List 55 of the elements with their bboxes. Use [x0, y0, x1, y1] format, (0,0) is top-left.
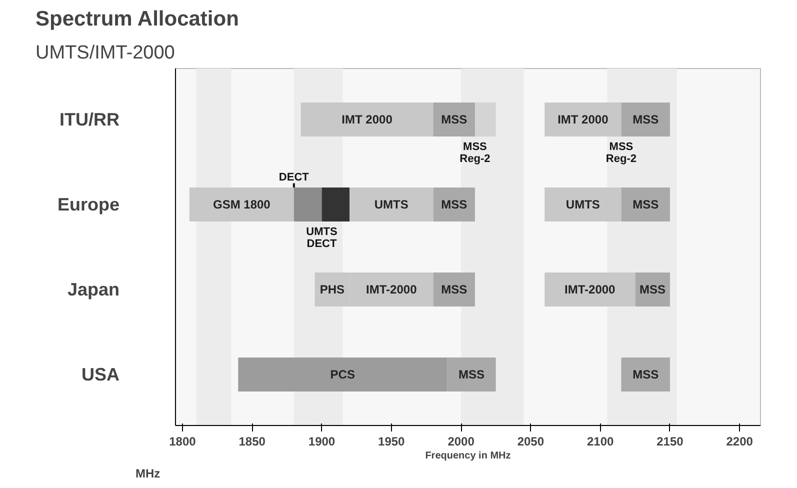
y-tick-label: USA: [81, 364, 120, 384]
text: MSS: [441, 198, 468, 212]
x-tick-label: 1950: [378, 434, 406, 448]
bar: [621, 358, 670, 392]
series-label: MSS: [640, 282, 666, 296]
annotation: UMTS DECT: [306, 226, 338, 250]
bar: [300, 102, 434, 136]
x-axis-title: Frequency in MHz: [425, 450, 511, 462]
y-tick-label: Japan: [67, 280, 120, 300]
bar: [621, 188, 670, 222]
x-tick-label: 2150: [656, 434, 684, 448]
text: MSS: [632, 198, 659, 212]
x-tick-label: 1900: [308, 434, 336, 448]
series-label: IMT 2000: [342, 112, 393, 126]
bar: [189, 188, 294, 222]
bar: [447, 358, 496, 392]
bar: [294, 188, 322, 222]
bar: [544, 102, 622, 136]
series-label: PCS: [330, 368, 355, 382]
chart-subtitle: UMTS/IMT-2000: [36, 42, 175, 64]
bar: [433, 272, 475, 306]
annotation: MSS Reg-2: [606, 140, 636, 165]
bar: [350, 188, 434, 222]
bar: [238, 358, 448, 392]
bar: [621, 102, 670, 136]
annotation: DECT: [278, 171, 310, 184]
bar: [544, 272, 636, 306]
x-tick-label: 1850: [238, 434, 266, 448]
text: MSS: [632, 368, 659, 382]
bar: [544, 188, 622, 222]
series-label: UMTS: [374, 198, 408, 212]
text: MHz: [136, 466, 160, 480]
x-tick-label: 2200: [726, 434, 754, 448]
series-label: IMT-2000: [366, 282, 418, 296]
y-tick-label: Europe: [57, 194, 120, 214]
chart-title: Spectrum Allocation: [36, 8, 239, 30]
series-label: PHS: [320, 282, 345, 296]
series-label: IMT-2000: [564, 282, 616, 296]
bar: [433, 102, 475, 136]
text: MSS: [441, 282, 468, 296]
text: MSS: [632, 112, 659, 126]
bar: [433, 188, 475, 222]
bar: [322, 188, 350, 222]
bar: [474, 102, 496, 136]
series-label: IMT 2000: [558, 112, 609, 126]
series-label: MSS: [441, 112, 468, 126]
x-tick-label: 2050: [517, 434, 544, 448]
series-label: GSM 1800: [212, 198, 271, 212]
x-tick-label: 1800: [169, 434, 196, 448]
annotation: MSS Reg-2: [460, 140, 490, 165]
x-tick-label: 2000: [448, 434, 475, 448]
series-label: MSS: [458, 368, 484, 382]
x-tick-label: 2100: [586, 434, 614, 448]
y-tick-label: ITU/RR: [60, 110, 120, 130]
series-label: UMTS: [566, 198, 600, 212]
